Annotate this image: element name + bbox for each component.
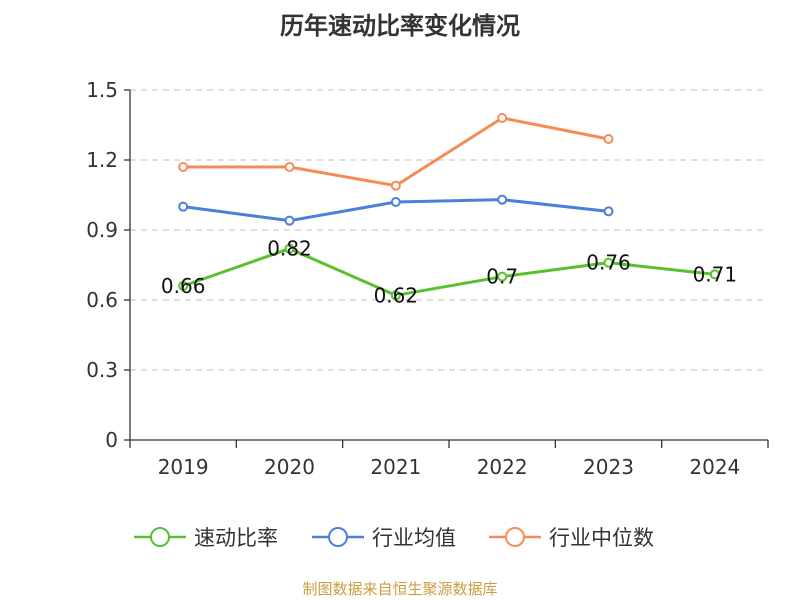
x-tick-label: 2022: [477, 455, 528, 479]
data-point[interactable]: [178, 281, 189, 291]
data-point[interactable]: [390, 290, 401, 301]
data-point[interactable]: [497, 113, 508, 123]
data-point[interactable]: [390, 197, 401, 207]
series-lines: [178, 113, 720, 301]
source-note: 制图数据来自恒生聚源数据库: [302, 580, 498, 598]
legend-item-0[interactable]: 速动比率: [134, 526, 278, 550]
data-point[interactable]: [603, 134, 614, 144]
data-point[interactable]: [284, 243, 295, 254]
y-tick-label: 0: [105, 428, 118, 452]
data-label: 0.71: [693, 262, 738, 286]
data-point[interactable]: [284, 215, 295, 226]
x-tick-label: 2021: [370, 455, 421, 479]
data-point[interactable]: [178, 201, 189, 212]
legend[interactable]: 速动比率 行业均值 行业中位数: [134, 526, 654, 550]
data-label: 0.7: [486, 265, 518, 289]
chart-title: 历年速动比率变化情况: [280, 12, 520, 40]
legend-label: 行业均值: [372, 526, 456, 550]
legend-label: 行业中位数: [549, 526, 654, 550]
data-point[interactable]: [497, 194, 508, 205]
y-tick-label: 0.6: [86, 288, 118, 312]
legend-marker: [328, 527, 348, 547]
data-point[interactable]: [497, 271, 508, 282]
legend-marker: [505, 527, 525, 547]
x-tick-label: 2020: [264, 455, 315, 479]
data-point[interactable]: [709, 269, 720, 280]
data-point[interactable]: [390, 180, 401, 191]
legend-label: 速动比率: [194, 526, 278, 550]
data-label: 0.66: [161, 274, 206, 298]
data-point[interactable]: [603, 206, 614, 217]
legend-item-2[interactable]: 行业中位数: [489, 526, 654, 550]
axes: 0 0.3 0.6 0.9 1.2 1.5 2019 2020 2021 2022 2023 2024: [86, 78, 769, 479]
x-tick-label: 2023: [583, 455, 634, 479]
data-labels: 0.66 0.82 0.62 0.7 0.76 0.71: [161, 237, 737, 308]
series-line-0: [181, 247, 717, 297]
series-line-2: [181, 116, 610, 188]
x-tick-label: 2024: [689, 455, 740, 479]
data-point[interactable]: [284, 162, 295, 172]
y-tick-label: 1.5: [86, 78, 118, 102]
data-point[interactable]: [178, 162, 189, 172]
data-label: 0.76: [586, 251, 631, 275]
data-label: 0.62: [374, 283, 419, 307]
data-label: 0.82: [267, 237, 312, 261]
y-tick-label: 0.9: [86, 218, 118, 242]
data-point[interactable]: [603, 257, 614, 268]
legend-item-1[interactable]: 行业均值: [312, 526, 456, 550]
legend-marker: [150, 527, 170, 547]
y-tick-label: 1.2: [86, 148, 118, 172]
grid-lines: [130, 89, 768, 371]
y-tick-label: 0.3: [86, 358, 118, 382]
x-tick-label: 2019: [158, 455, 209, 479]
